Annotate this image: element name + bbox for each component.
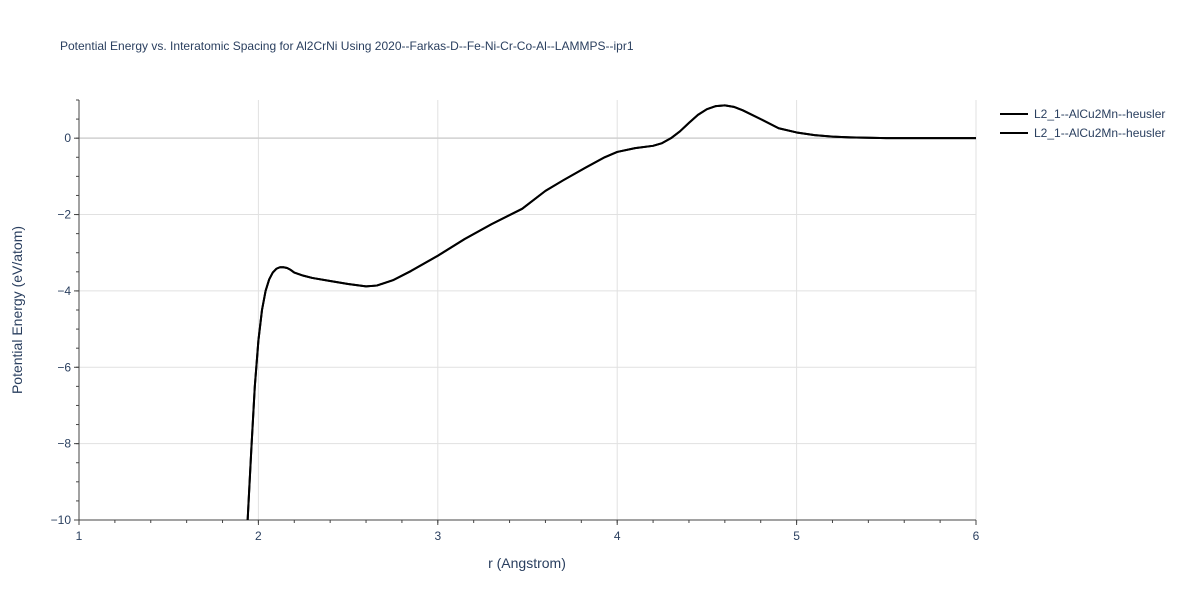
legend[interactable]: L2_1--AlCu2Mn--heusler L2_1--AlCu2Mn--heu… (1000, 107, 1165, 140)
legend-label: L2_1--AlCu2Mn--heusler (1034, 107, 1165, 121)
grid (79, 100, 977, 520)
x-tick-label: 6 (973, 529, 980, 543)
x-tick-label: 2 (255, 529, 262, 543)
y-tick-label: −8 (57, 437, 71, 451)
x-tick-label: 4 (614, 529, 621, 543)
y-tick-label: −4 (57, 284, 71, 298)
tick-labels: 1 2 3 4 5 6 0 −2 −4 −6 −8 −10 (51, 99, 980, 543)
x-tick-label: 5 (793, 529, 800, 543)
legend-label: L2_1--AlCu2Mn--heusler (1034, 126, 1165, 140)
x-tick-label: 1 (76, 529, 83, 543)
chart-title: Potential Energy vs. Interatomic Spacing… (60, 39, 634, 53)
series-lines (246, 104, 976, 520)
legend-item-1[interactable]: L2_1--AlCu2Mn--heusler (1000, 107, 1165, 121)
legend-item-2[interactable]: L2_1--AlCu2Mn--heusler (1000, 126, 1165, 140)
axes (78, 100, 976, 521)
x-axis-label: r (Angstrom) (488, 555, 566, 571)
y-tick-label: −10 (51, 513, 72, 527)
x-tick-label: 3 (434, 529, 441, 543)
y-tick-label: 0 (64, 131, 71, 145)
y-tick-label: −6 (57, 360, 71, 374)
series-line-1 (246, 104, 976, 520)
y-tick-label: −2 (57, 208, 71, 222)
series-line-2 (246, 104, 976, 520)
y-axis-label: Potential Energy (eV/atom) (9, 226, 25, 394)
